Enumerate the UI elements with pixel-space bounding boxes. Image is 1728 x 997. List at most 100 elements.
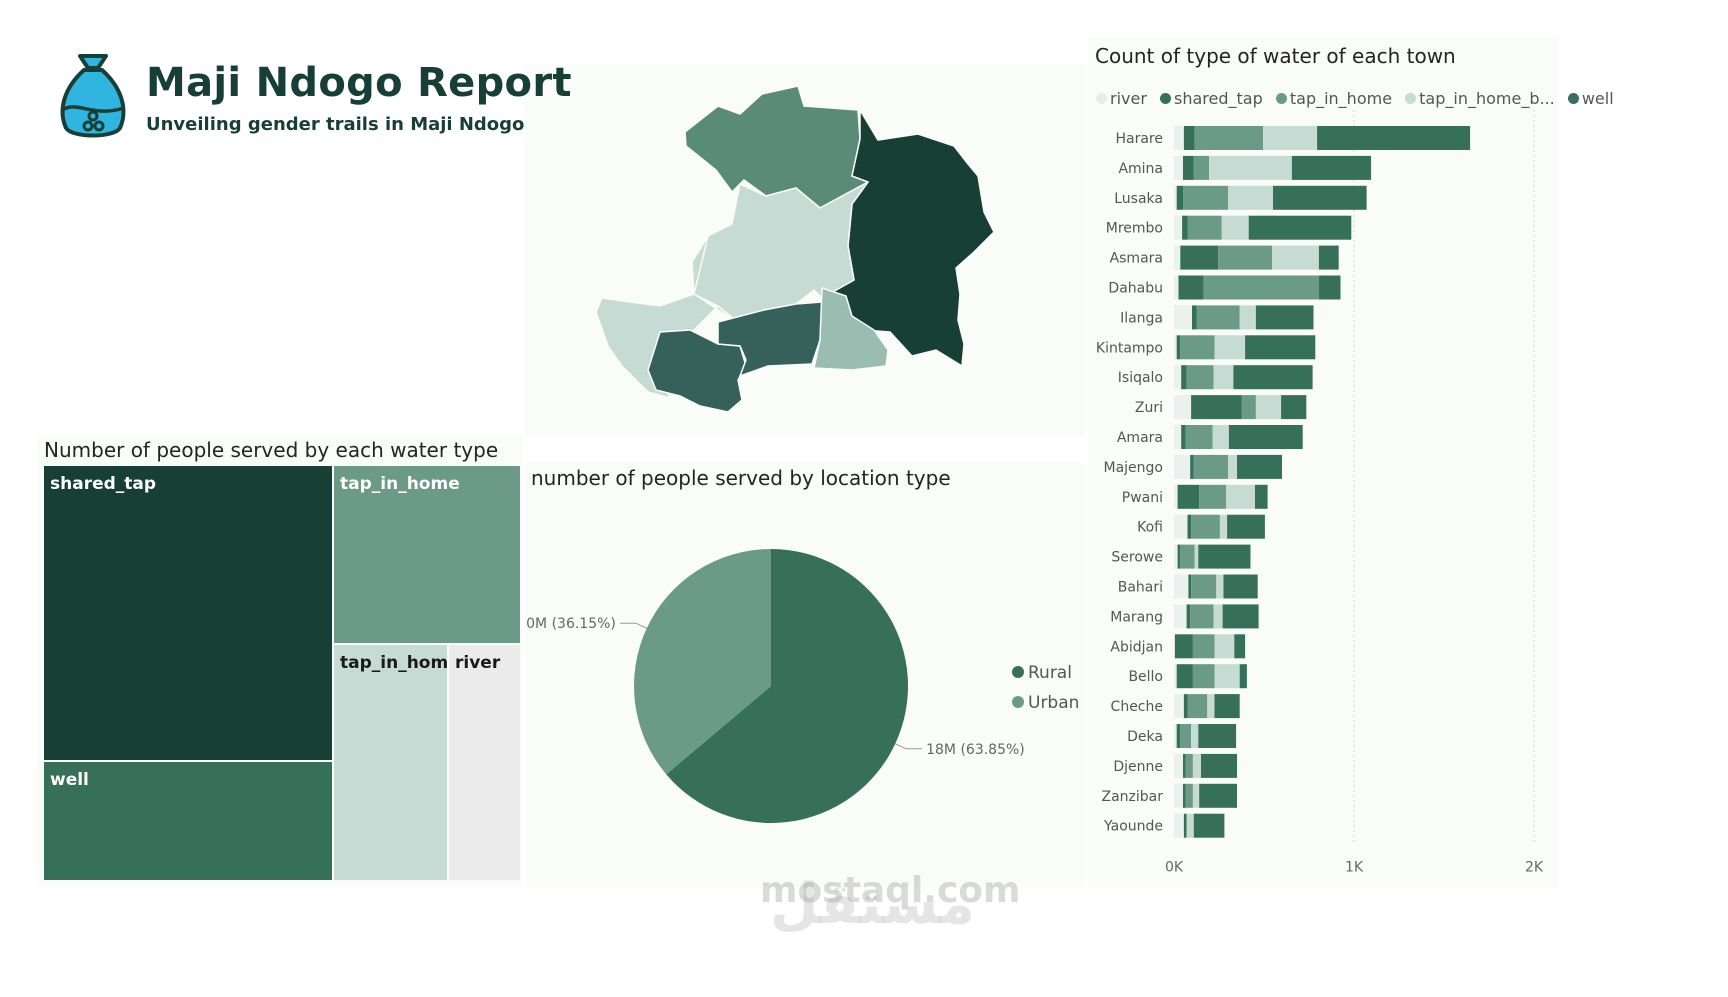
bar-segment-shared-tap[interactable]: [1183, 783, 1186, 808]
bar-segment-river[interactable]: [1174, 395, 1192, 420]
bar-segment-shared-tap[interactable]: [1183, 753, 1186, 778]
bar-segment-tap-in-home-broken[interactable]: [1214, 664, 1240, 689]
bar-segment-shared-tap[interactable]: [1174, 634, 1193, 659]
bar-segment-river[interactable]: [1174, 454, 1191, 479]
location-type-pie-chart[interactable]: 18M (63.85%) 10M (36.15%): [525, 520, 1085, 880]
bar-segment-shared-tap[interactable]: [1181, 365, 1187, 390]
bar-segment-tap-in-home[interactable]: [1186, 365, 1214, 390]
bar-legend-tap-in-home-broken[interactable]: tap_in_home_b...: [1405, 89, 1555, 108]
bar-segment-shared-tap[interactable]: [1176, 664, 1193, 689]
bar-segment-tap-in-home[interactable]: [1203, 275, 1319, 300]
bar-segment-well[interactable]: [1193, 813, 1225, 838]
bar-segment-shared-tap[interactable]: [1180, 245, 1219, 270]
treemap-tile-tap-in-home-broken[interactable]: tap_in_hom...: [334, 645, 468, 880]
bar-segment-well[interactable]: [1201, 753, 1237, 778]
bar-segment-shared-tap[interactable]: [1182, 215, 1188, 240]
bar-segment-tap-in-home-broken[interactable]: [1191, 724, 1199, 748]
bar-segment-shared-tap[interactable]: [1177, 484, 1200, 509]
bar-segment-river[interactable]: [1174, 664, 1177, 689]
bar-segment-tap-in-home[interactable]: [1185, 783, 1193, 808]
bar-segment-shared-tap[interactable]: [1186, 604, 1191, 629]
bar-segment-river[interactable]: [1174, 574, 1189, 599]
bar-segment-river[interactable]: [1174, 305, 1192, 330]
bar-segment-river[interactable]: [1174, 724, 1177, 748]
bar-segment-shared-tap[interactable]: [1181, 425, 1186, 449]
map-region-south-east[interactable]: [813, 286, 889, 371]
bar-segment-shared-tap[interactable]: [1191, 395, 1242, 420]
map-region-west[interactable]: [595, 235, 741, 400]
bar-segment-well[interactable]: [1222, 604, 1259, 629]
bar-segment-tap-in-home[interactable]: [1218, 245, 1273, 270]
bar-segment-well[interactable]: [1255, 305, 1314, 330]
bar-segment-tap-in-home[interactable]: [1192, 664, 1215, 689]
bar-segment-tap-in-home[interactable]: [1183, 185, 1228, 210]
pie-slice-urban[interactable]: [634, 549, 771, 775]
bar-segment-river[interactable]: [1174, 783, 1183, 808]
bar-segment-river[interactable]: [1174, 275, 1179, 300]
bar-segment-tap-in-home[interactable]: [1180, 544, 1195, 569]
bar-segment-river[interactable]: [1174, 634, 1175, 659]
bar-segment-tap-in-home-broken[interactable]: [1216, 574, 1224, 599]
bar-segment-tap-in-home-broken[interactable]: [1194, 544, 1199, 569]
bar-segment-shared-tap[interactable]: [1183, 155, 1194, 180]
bar-segment-shared-tap[interactable]: [1176, 335, 1181, 360]
bar-segment-tap-in-home[interactable]: [1180, 335, 1215, 360]
bar-legend-river[interactable]: river: [1096, 89, 1147, 108]
bar-segment-tap-in-home-broken[interactable]: [1192, 753, 1201, 778]
bar-segment-shared-tap[interactable]: [1190, 454, 1194, 479]
pie-slice-rural[interactable]: [666, 549, 908, 823]
map-region-south-central[interactable]: [717, 301, 823, 378]
bar-segment-well[interactable]: [1318, 245, 1339, 270]
bar-segment-tap-in-home-broken[interactable]: [1214, 335, 1246, 360]
bar-segment-well[interactable]: [1228, 425, 1303, 449]
bar-segment-tap-in-home[interactable]: [1187, 215, 1222, 240]
bar-segment-river[interactable]: [1174, 694, 1184, 719]
bar-segment-well[interactable]: [1233, 365, 1313, 390]
region-map[interactable]: [590, 84, 1020, 420]
bar-segment-river[interactable]: [1174, 155, 1183, 180]
bar-segment-tap-in-home[interactable]: [1193, 155, 1210, 180]
bar-segment-shared-tap[interactable]: [1188, 574, 1192, 599]
bar-segment-tap-in-home-broken[interactable]: [1219, 514, 1228, 539]
bar-segment-shared-tap[interactable]: [1176, 185, 1183, 210]
bar-segment-tap-in-home[interactable]: [1192, 634, 1215, 659]
map-region-north[interactable]: [684, 85, 870, 209]
bar-segment-tap-in-home-broken[interactable]: [1255, 395, 1282, 420]
bar-segment-tap-in-home-broken[interactable]: [1226, 484, 1255, 509]
bar-segment-well[interactable]: [1291, 155, 1372, 180]
bar-segment-well[interactable]: [1245, 335, 1316, 360]
bar-segment-tap-in-home[interactable]: [1185, 753, 1193, 778]
bar-segment-river[interactable]: [1174, 126, 1184, 150]
bar-segment-tap-in-home[interactable]: [1193, 454, 1228, 479]
bar-segment-well[interactable]: [1227, 514, 1265, 539]
bar-segment-river[interactable]: [1174, 215, 1183, 240]
bar-segment-river[interactable]: [1174, 365, 1182, 390]
bar-segment-well[interactable]: [1198, 544, 1251, 569]
bar-segment-tap-in-home-broken[interactable]: [1186, 813, 1194, 838]
bar-segment-tap-in-home-broken[interactable]: [1212, 425, 1229, 449]
bar-segment-tap-in-home[interactable]: [1241, 395, 1256, 420]
bar-segment-river[interactable]: [1174, 514, 1188, 539]
treemap-tile-shared-tap[interactable]: shared_tap: [44, 466, 332, 760]
bar-segment-well[interactable]: [1239, 664, 1247, 689]
treemap-tile-tap-in-home[interactable]: tap_in_home: [334, 466, 520, 643]
bar-segment-shared-tap[interactable]: [1176, 724, 1181, 748]
bar-segment-river[interactable]: [1174, 604, 1187, 629]
bar-segment-tap-in-home-broken[interactable]: [1214, 634, 1235, 659]
bar-segment-river[interactable]: [1174, 544, 1178, 569]
bar-legend-well[interactable]: well: [1567, 89, 1614, 108]
bar-segment-river[interactable]: [1174, 185, 1177, 210]
bar-segment-well[interactable]: [1237, 454, 1282, 479]
bar-segment-tap-in-home[interactable]: [1196, 305, 1240, 330]
bar-segment-tap-in-home[interactable]: [1187, 694, 1208, 719]
treemap-tile-river[interactable]: river: [449, 645, 520, 880]
bar-legend-shared-tap[interactable]: shared_tap: [1160, 89, 1263, 108]
water-type-treemap[interactable]: shared_tap well tap_in_home tap_in_hom..…: [44, 466, 520, 880]
bar-segment-shared-tap[interactable]: [1187, 514, 1192, 539]
bar-segment-well[interactable]: [1198, 724, 1237, 748]
bar-segment-river[interactable]: [1174, 813, 1184, 838]
bar-segment-tap-in-home-broken[interactable]: [1213, 604, 1223, 629]
bar-segment-shared-tap[interactable]: [1192, 305, 1197, 330]
bar-segment-well[interactable]: [1199, 783, 1237, 808]
pie-legend-urban[interactable]: Urban: [1012, 693, 1079, 713]
